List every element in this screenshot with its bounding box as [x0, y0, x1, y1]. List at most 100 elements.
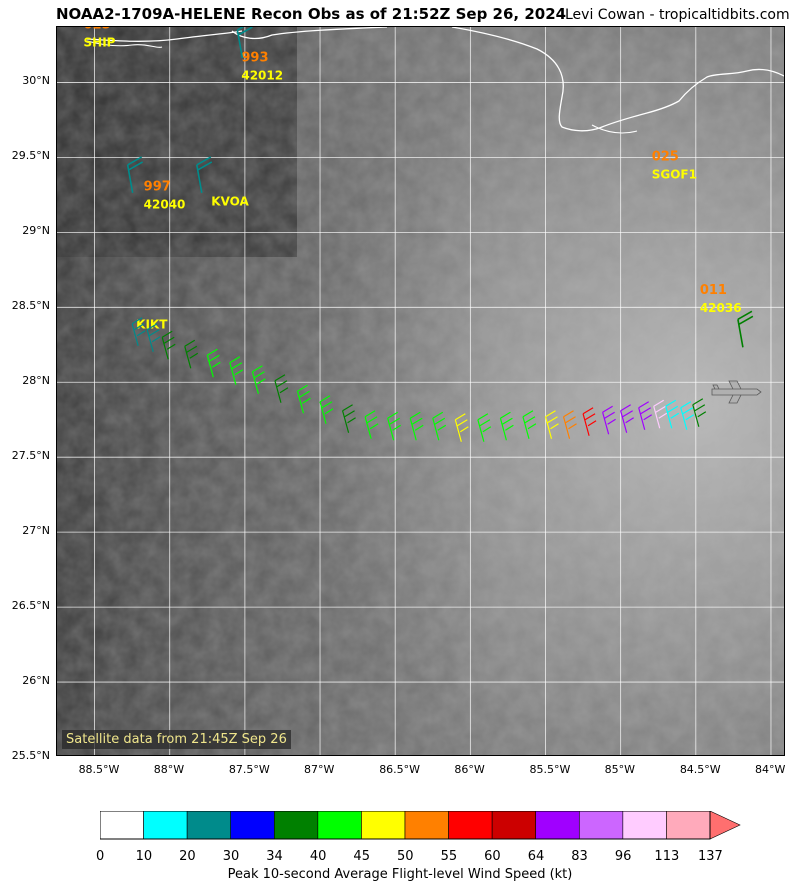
wind-barb[interactable] — [184, 339, 199, 369]
lon-tick-label: 85.5°W — [529, 763, 571, 776]
wind-barb-stroke — [432, 411, 447, 441]
wind-barb[interactable] — [477, 413, 492, 442]
station-42012[interactable]: 993 42012 — [241, 50, 283, 82]
wind-barb[interactable] — [522, 410, 537, 439]
station-observations[interactable]: 025 SHIP 993 42012 997 42040 KVOA 025 SGOF1 011 42… — [84, 27, 754, 348]
lon-tick-label: 86.5°W — [379, 763, 421, 776]
wind-barb[interactable] — [680, 401, 695, 430]
wind-barb-stroke — [131, 317, 146, 346]
lon-tick-label: 88.5°W — [78, 763, 120, 776]
wind-barb[interactable] — [544, 410, 559, 439]
station-kikt[interactable]: KIKT — [136, 317, 168, 331]
colorbar-tick-label: 34 — [266, 849, 283, 864]
wind-barb[interactable] — [653, 399, 668, 429]
wind-barb[interactable] — [620, 404, 634, 433]
wind-barb-stroke — [146, 323, 161, 352]
colorbar-tick-label: 50 — [397, 849, 414, 864]
wind-barb[interactable] — [432, 411, 447, 441]
map-title: NOAA2-1709A-HELENE Recon Obs as of 21:52… — [56, 5, 567, 23]
wind-barb-stroke — [364, 410, 379, 439]
wind-barb-stroke — [680, 401, 695, 430]
wind-barb[interactable] — [229, 356, 244, 385]
map-canvas[interactable]: 025 SHIP 993 42012 997 42040 KVOA 025 SGOF1 011 42… — [57, 27, 785, 756]
lon-tick-label: 87°W — [304, 763, 335, 776]
wind-barb[interactable] — [274, 374, 289, 403]
colorbar-tick-label: 20 — [179, 849, 196, 864]
colorbar-segment — [186, 811, 232, 840]
wind-barb[interactable] — [665, 399, 680, 429]
wind-barb[interactable] — [562, 410, 577, 439]
station-pressure: 025 — [652, 149, 679, 164]
map-panel[interactable]: 025 SHIP 993 42012 997 42040 KVOA 025 SGOF1 011 42… — [56, 26, 785, 756]
wind-barb[interactable] — [499, 411, 514, 441]
cloud-texture — [57, 27, 784, 755]
wind-barb[interactable] — [364, 410, 379, 439]
wind-barb[interactable] — [409, 411, 424, 441]
wind-barb[interactable] — [582, 407, 597, 436]
colorbar — [100, 811, 741, 840]
colorbar-tick-label: 30 — [222, 849, 240, 864]
wind-barb[interactable] — [319, 395, 334, 424]
station-ship[interactable]: 025 SHIP — [84, 27, 116, 49]
wind-barb[interactable] — [342, 404, 356, 433]
colorbar-tick-label: 83 — [571, 849, 588, 864]
wind-barb-stroke — [206, 348, 221, 378]
station-wind-barb — [236, 27, 253, 59]
station-pressure: 011 — [700, 283, 727, 298]
colorbar-segment — [273, 811, 319, 840]
wind-barb-stroke — [342, 404, 356, 433]
station-id: 42040 — [144, 197, 186, 211]
wind-barb[interactable] — [387, 411, 401, 441]
station-id: SHIP — [84, 35, 116, 49]
wind-barb-stroke — [251, 365, 266, 394]
colorbar-segment — [491, 811, 537, 840]
colorbar-segment — [361, 811, 406, 840]
station-id: 42036 — [700, 301, 742, 315]
wind-barb[interactable] — [296, 384, 311, 414]
station-kvoa[interactable]: KVOA — [211, 194, 249, 208]
station-42036[interactable]: 011 42036 — [700, 283, 742, 315]
wind-barb[interactable] — [602, 405, 616, 435]
wind-barb[interactable] — [206, 348, 221, 378]
coastline — [86, 27, 784, 134]
wind-barb-stroke — [499, 411, 514, 441]
colorbar-segment — [317, 811, 362, 840]
wind-barb[interactable] — [251, 365, 266, 394]
wind-barb-stroke — [229, 356, 244, 385]
station-id: KVOA — [211, 194, 249, 208]
wind-barb[interactable] — [638, 401, 653, 430]
colorbar-tick-label: 45 — [353, 849, 370, 864]
colorbar-segment — [230, 811, 275, 840]
lat-tick-label: 30°N — [22, 74, 50, 88]
wind-barb[interactable] — [146, 323, 161, 352]
wind-barb-stroke — [582, 407, 597, 436]
colorbar-tick-label: 0 — [96, 849, 105, 864]
colorbar-segment — [666, 811, 711, 840]
station-id: KIKT — [136, 317, 168, 331]
wind-barb-stroke — [522, 410, 537, 439]
lat-lon-grid — [57, 27, 784, 755]
station-id: SGOF1 — [652, 167, 697, 181]
colorbar-segment — [535, 811, 580, 840]
wind-barb-stroke — [653, 399, 668, 429]
airplane-icon[interactable] — [711, 380, 762, 404]
station-sgof1[interactable]: 025 SGOF1 — [652, 149, 697, 181]
wind-barb[interactable] — [161, 330, 176, 360]
colorbar-segment — [100, 811, 144, 840]
wind-barb-stroke — [161, 330, 176, 360]
wind-barb[interactable] — [454, 413, 469, 442]
wind-barb-stroke — [454, 413, 469, 442]
wind-barb-stroke — [665, 399, 680, 429]
lon-tick-label: 84°W — [754, 763, 786, 776]
colorbar-extend-arrow — [709, 811, 741, 840]
lat-tick-label: 28.5°N — [11, 299, 50, 313]
colorbar-tick-label: 137 — [698, 849, 723, 864]
flight-track-wind-barbs[interactable] — [131, 317, 707, 442]
lat-tick-label: 28°N — [22, 374, 50, 388]
wind-barb[interactable] — [131, 317, 146, 346]
lon-tick-label: 84.5°W — [679, 763, 721, 776]
colorbar-segment — [448, 811, 493, 840]
station-42040[interactable]: 997 42040 — [144, 179, 186, 211]
station-pressure: 993 — [241, 50, 268, 65]
wind-barb[interactable] — [692, 398, 707, 427]
